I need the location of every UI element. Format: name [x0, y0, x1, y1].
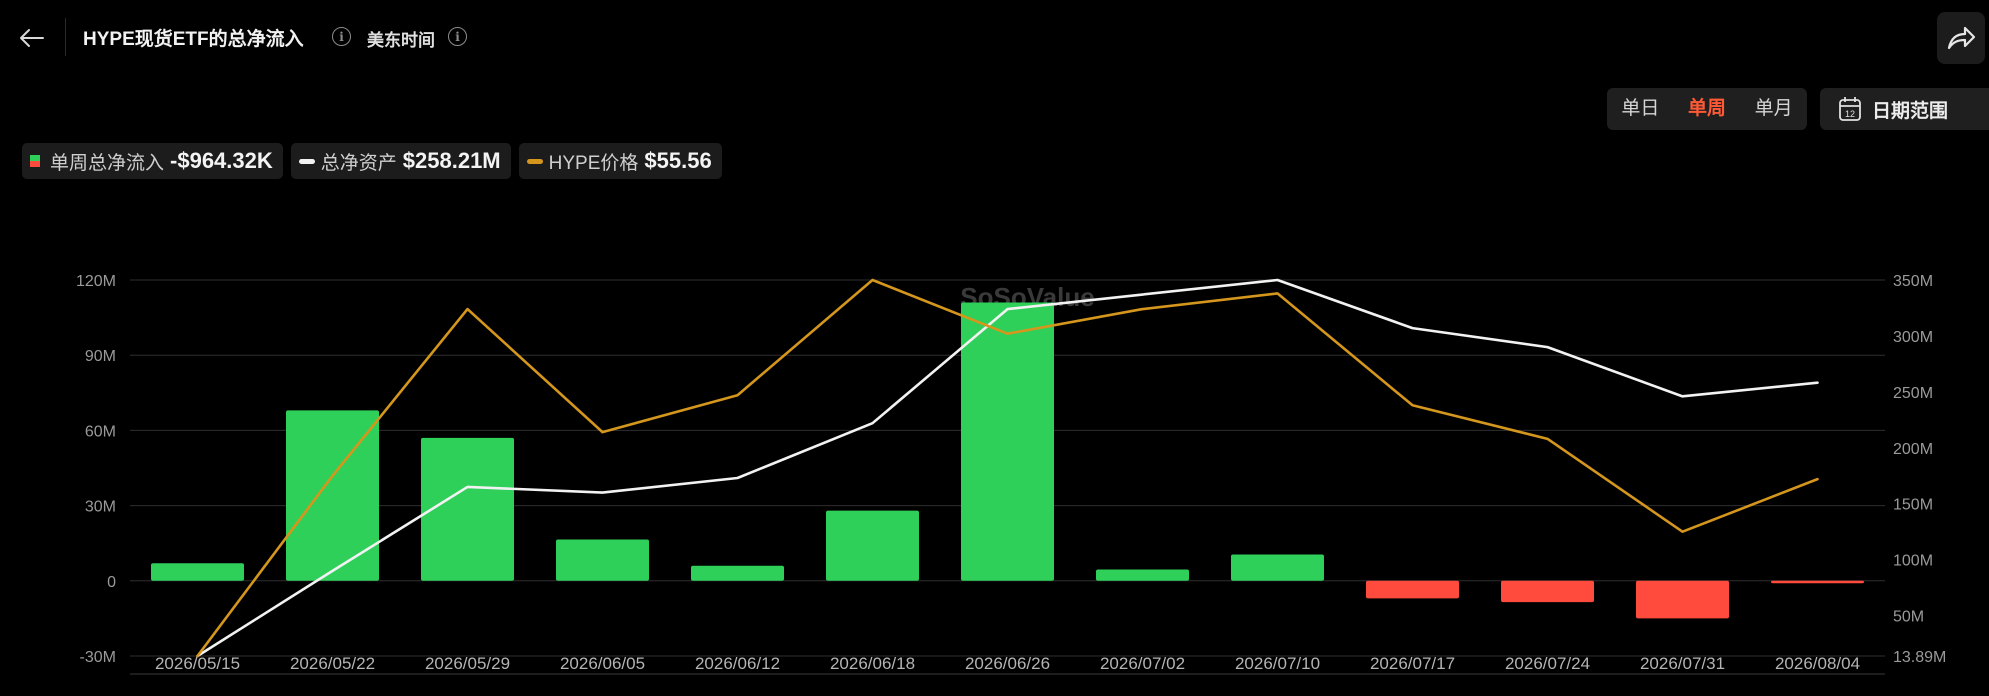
flow-bar: [151, 563, 244, 581]
y-right-tick-label: 50M: [1893, 609, 1924, 626]
y-right-tick-label: 350M: [1893, 273, 1933, 290]
page-title: HYPE现货ETF的总净流入: [83, 29, 304, 50]
y-right-tick-label: 200M: [1893, 441, 1933, 458]
x-tick-label: 2026/07/17: [1370, 654, 1455, 673]
legend-item-weekly-net-inflow[interactable]: 单周总净流入 -$964.32K: [22, 143, 283, 179]
line-layer: [196, 278, 1819, 658]
period-monthly-tab[interactable]: 单月: [1754, 98, 1793, 119]
flow-bar: [691, 565, 784, 581]
legend-label: 总净资产: [320, 152, 397, 174]
bar-swatch-icon: [30, 155, 40, 167]
x-tick-label: 2026/05/22: [290, 654, 375, 673]
hype-price-line: [196, 278, 1819, 658]
axis-layer: -30M 0 30M 60M 90M 120M 13.89M 50M 100M 150M 200M 2…: [76, 273, 1946, 673]
y-left-tick-label: 90M: [85, 348, 116, 365]
flow-bar: [1231, 554, 1324, 581]
flow-bar: [556, 539, 649, 581]
period-daily-tab[interactable]: 单日: [1621, 98, 1660, 119]
timezone-info-icon[interactable]: i: [448, 27, 467, 46]
x-tick-label: 2026/06/18: [830, 654, 915, 673]
y-left-tick-label: 0: [107, 574, 116, 591]
y-right-tick-label: 13.89M: [1893, 649, 1946, 666]
x-tick-label: 2026/06/05: [560, 654, 645, 673]
flow-bar: [421, 437, 514, 581]
header-divider: [65, 18, 66, 56]
combo-chart[interactable]: SoSoValue -30M030M60M90M120M13.89M50M100…: [0, 200, 1989, 696]
legend-item-net-assets[interactable]: 总净资产 $258.21M: [290, 143, 511, 179]
x-tick-label: 2026/07/10: [1235, 654, 1320, 673]
y-right-tick-label: 250M: [1893, 385, 1933, 402]
flow-bar: [1096, 569, 1189, 581]
flow-bar: [1771, 580, 1864, 584]
flow-bar: [286, 410, 379, 581]
back-button[interactable]: [14, 20, 50, 56]
net-assets-line: [196, 278, 1819, 658]
x-tick-label: 2026/06/26: [965, 654, 1050, 673]
x-tick-label: 2026/07/24: [1505, 654, 1590, 673]
x-tick-label: 2026/05/29: [425, 654, 510, 673]
y-left-tick-label: 30M: [85, 499, 116, 516]
gold-line-swatch-icon: [526, 158, 543, 164]
legend-value: $258.21M: [402, 148, 501, 173]
y-right-tick-label: 100M: [1893, 553, 1933, 570]
info-icon[interactable]: i: [332, 27, 351, 46]
y-left-tick-label: 60M: [85, 423, 116, 440]
y-right-tick-label: 150M: [1893, 497, 1933, 514]
date-range-label: 日期范围: [1872, 100, 1949, 122]
legend-value: $55.56: [644, 148, 712, 173]
calendar-icon: 12: [1839, 97, 1861, 121]
flow-bar: [1366, 580, 1459, 599]
chart-area: SoSoValue -30M 0 30M 60M 90M 120M 13.89M 50M 100…: [0, 200, 1989, 696]
white-line-swatch-icon: [298, 158, 315, 164]
flow-bar: [826, 510, 919, 581]
share-button[interactable]: [1937, 12, 1985, 64]
x-tick-label: 2026/08/04: [1775, 654, 1860, 673]
y-right-tick-label: 300M: [1893, 329, 1933, 346]
x-tick-label: 2026/06/12: [695, 654, 780, 673]
y-left-tick-label: -30M: [80, 649, 116, 666]
legend-value: -$964.32K: [170, 148, 273, 173]
period-weekly-tab[interactable]: 单周: [1688, 98, 1727, 119]
calendar-day-text: 12: [1845, 109, 1855, 119]
legend-label: 单周总净流入: [50, 152, 165, 174]
flow-bar: [1501, 580, 1594, 603]
chart-legend: 单周总净流入 -$964.32K 总净资产 $258.21M HYPE价格 $5…: [22, 143, 722, 179]
header: HYPE现货ETF的总净流入 i 美东时间 i: [0, 0, 1989, 74]
x-tick-label: 2026/07/31: [1640, 654, 1725, 673]
x-tick-label: 2026/07/02: [1100, 654, 1185, 673]
period-selector: 单日 单周 单月: [1607, 88, 1807, 130]
bar-layer: [151, 302, 1864, 619]
share-icon: [1947, 26, 1976, 50]
x-tick-label: 2026/05/15: [155, 654, 240, 673]
date-range-button[interactable]: 12 日期范围: [1820, 88, 1989, 130]
arrow-left-icon: [20, 29, 44, 47]
flow-bar: [1636, 580, 1729, 619]
legend-item-hype-price[interactable]: HYPE价格 $55.56: [518, 143, 722, 179]
timezone-label: 美东时间: [367, 31, 435, 50]
legend-label: HYPE价格: [548, 152, 639, 174]
flow-bar: [961, 302, 1054, 581]
y-left-tick-label: 120M: [76, 273, 116, 290]
